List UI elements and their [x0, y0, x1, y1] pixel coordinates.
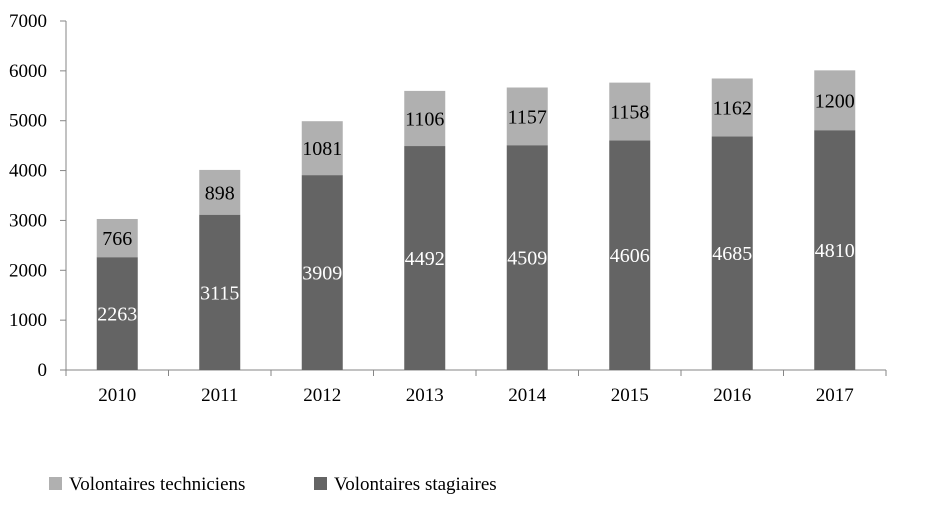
x-tick-label: 2014	[508, 385, 547, 406]
bar-stagiaires-2016	[711, 136, 753, 370]
bar-techniciens-2014	[506, 87, 548, 146]
bar-techniciens-2015	[609, 82, 651, 141]
bar-techniciens-2010	[96, 218, 138, 258]
bar-stagiaires-2013	[404, 146, 446, 370]
y-tick-label: 1000	[9, 310, 47, 331]
bar-techniciens-2013	[404, 90, 446, 147]
bar-stagiaires-2017	[814, 130, 856, 370]
bar-stagiaires-2014	[506, 145, 548, 370]
data-label: 4606	[610, 245, 650, 267]
data-label: 898	[205, 182, 235, 204]
x-tick-label: 2013	[406, 385, 444, 406]
bar-stagiaires-2015	[609, 140, 651, 370]
data-label: 1157	[508, 106, 547, 128]
data-label: 1081	[302, 138, 342, 160]
data-label: 1200	[815, 90, 855, 112]
legend-label: Volontaires techniciens	[69, 474, 245, 495]
data-label: 3115	[200, 282, 239, 304]
data-label: 1106	[405, 108, 444, 130]
x-tick-label: 2012	[303, 385, 341, 406]
bar-stagiaires-2012	[301, 175, 343, 370]
data-label: 766	[102, 228, 132, 250]
y-tick-label: 3000	[9, 210, 47, 231]
legend-label: Volontaires stagiaires	[334, 474, 497, 495]
bar-techniciens-2012	[301, 121, 343, 176]
bar-techniciens-2011	[199, 169, 241, 215]
data-labels: 2263 766 3115 898 3909 1081 4492 1106 4509 1157 46…	[97, 90, 855, 325]
x-tick-label: 2011	[201, 385, 238, 406]
y-tick-label: 7000	[9, 11, 47, 32]
data-label: 3909	[302, 263, 342, 285]
data-label: 4492	[405, 248, 445, 270]
x-tick-label: 2016	[713, 385, 751, 406]
y-tick-label: 4000	[9, 161, 47, 182]
legend-swatch	[314, 477, 327, 490]
x-tick-label: 2010	[98, 385, 136, 406]
bar-techniciens-2017	[814, 70, 856, 131]
data-label: 1162	[713, 97, 752, 119]
data-label: 2263	[97, 304, 137, 326]
data-label: 4810	[815, 240, 855, 262]
bar-stagiaires-2011	[199, 214, 241, 370]
y-tick-label: 5000	[9, 111, 47, 132]
x-tick-label: 2017	[816, 385, 854, 406]
y-tick-label: 2000	[9, 260, 47, 281]
x-tick-label: 2015	[611, 385, 649, 406]
bar-techniciens-2016	[711, 78, 753, 137]
axes: 0 1000 2000 3000 4000 5000 6000 7000 2010 2011 201…	[9, 11, 887, 406]
data-label: 4509	[507, 248, 547, 270]
legend: Volontaires techniciens Volontaires stagi…	[49, 474, 497, 495]
bar-stagiaires-2010	[96, 257, 138, 370]
y-tick-label: 0	[38, 360, 48, 381]
data-label: 4685	[712, 243, 752, 265]
data-label: 1158	[610, 101, 649, 123]
y-tick-label: 6000	[9, 61, 47, 82]
bars	[96, 70, 856, 370]
legend-swatch	[49, 477, 62, 490]
